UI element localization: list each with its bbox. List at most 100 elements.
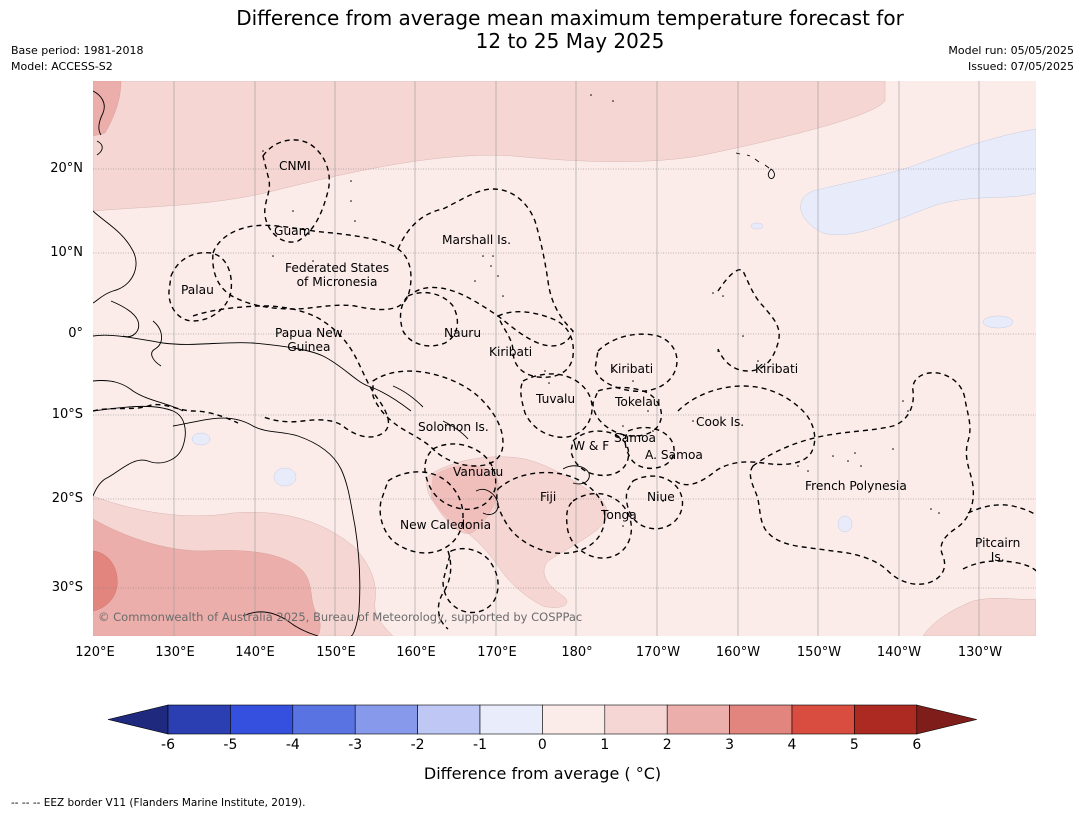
- label-niue: Niue: [647, 490, 675, 504]
- eez-wallis-futuna: [570, 430, 630, 477]
- lon-label-170w: 170°W: [635, 645, 681, 660]
- eez-pitcairn: [967, 504, 1036, 517]
- colorbar-segment: [230, 704, 294, 735]
- lon-label-140w: 140°W: [876, 645, 922, 660]
- colorbar-tick-label: 6: [912, 737, 922, 753]
- label-american-samoa: A. Samoa: [645, 448, 703, 462]
- eez-solomon: [372, 370, 504, 467]
- colorbar-tick-label: -2: [410, 737, 425, 753]
- colorbar-segment: [417, 704, 481, 735]
- label-marshall: Marshall Is.: [442, 233, 512, 247]
- colorbar-tick-label: -5: [223, 737, 238, 753]
- eez-tuvalu: [520, 373, 593, 438]
- colorbar-extend-low: [107, 704, 169, 735]
- label-fsm: Federated States of Micronesia: [285, 261, 389, 289]
- colorbar-segment: [604, 704, 668, 735]
- anomaly-neg-northeast: [800, 128, 1036, 236]
- colorbar-tick-label: 1: [600, 737, 610, 753]
- label-png-line2: Guinea: [287, 340, 331, 354]
- hawaii-islands: [735, 152, 775, 179]
- eez-legend-note: -- -- -- EEZ border V11 (Flanders Marine…: [11, 797, 306, 809]
- colorbar-tick-label: -3: [348, 737, 363, 753]
- lat-label-20n: 20°N: [50, 161, 83, 176]
- colorbar-tick-label: 3: [725, 737, 735, 753]
- meta-right: Model run: 05/05/2025 Issued: 07/05/2025: [948, 43, 1074, 75]
- colorbar: [107, 704, 977, 735]
- colorbar-segment: [292, 704, 356, 735]
- label-samoa: Samoa: [614, 431, 657, 445]
- base-period: Base period: 1981-2018: [11, 44, 144, 57]
- lon-label-160w: 160°W: [715, 645, 761, 660]
- lon-label-150e: 150°E: [316, 645, 356, 660]
- eez-tokelau: [592, 386, 663, 437]
- meta-left: Base period: 1981-2018 Model: ACCESS-S2: [11, 43, 143, 75]
- anomaly-3-4-southwest: [93, 550, 118, 612]
- label-fsm-line2: of Micronesia: [296, 275, 378, 289]
- colorbar-tick-label: 0: [537, 737, 547, 753]
- label-fsm-line1: Federated States: [285, 261, 390, 275]
- label-tokelau: Tokelau: [615, 395, 661, 409]
- eez-kiribati-phoenix: [594, 333, 678, 393]
- label-solomon: Solomon Is.: [418, 420, 489, 434]
- eez-palau: [168, 252, 233, 322]
- atolls: [262, 94, 940, 527]
- label-pitcairn-line2: Is.: [990, 550, 1005, 564]
- copyright-note: © Commonwealth of Australia 2025, Bureau…: [98, 610, 583, 624]
- eez-kiribati-line: [717, 269, 780, 372]
- label-tonga: Tonga: [601, 508, 637, 522]
- label-cook: Cook Is.: [696, 415, 745, 429]
- eez-vanuatu: [424, 443, 497, 510]
- lon-label-140e: 140°E: [235, 645, 275, 660]
- label-french-polynesia: French Polynesia: [805, 479, 907, 493]
- lon-label-150w: 150°W: [796, 645, 842, 660]
- model-name: Model: ACCESS-S2: [11, 60, 113, 73]
- label-nauru: Nauru: [444, 326, 482, 340]
- colorbar-tick-label: -6: [161, 737, 175, 753]
- forecast-map: CNMI Guam Marshall Is. Federated States …: [93, 81, 1036, 636]
- eez-australia-east: [437, 550, 452, 630]
- label-guam: Guam: [274, 224, 311, 238]
- anomaly-2-3-southwest: [93, 518, 321, 636]
- anomaly-neg-spot-4: [837, 515, 853, 533]
- label-kiribati-central: Kiribati: [610, 362, 654, 376]
- colorbar-tick-label: 4: [787, 737, 797, 753]
- colorbar-segment: [729, 704, 793, 735]
- lon-label-160e: 160°E: [396, 645, 436, 660]
- eez-samoa: [624, 426, 675, 470]
- lat-label-20s: 20°S: [51, 491, 83, 506]
- eez-cook: [672, 385, 816, 486]
- anomaly-1-2-north: [93, 81, 886, 212]
- colorbar-title: Difference from average ( °C): [423, 764, 662, 783]
- label-vanuatu: Vanuatu: [453, 465, 504, 479]
- eez-borders: [93, 139, 1036, 630]
- coastlines: [93, 90, 590, 636]
- colorbar-segment: [791, 704, 855, 735]
- label-png-line1: Papua New: [275, 326, 343, 340]
- eez-new-caledonia: [379, 471, 464, 554]
- map-canvas: [93, 81, 1036, 636]
- eez-australia-north: [93, 403, 239, 424]
- colorbar-tick-label: 5: [849, 737, 859, 753]
- eez-kiribati-gilbert: [497, 311, 575, 378]
- anomaly-neg-spot-2: [273, 467, 297, 487]
- label-tuvalu: Tuvalu: [536, 392, 576, 406]
- model-run: Model run: 05/05/2025: [948, 44, 1074, 57]
- eez-kermadec: [442, 547, 499, 614]
- colorbar-segment: [167, 704, 231, 735]
- anomaly-neg-spot-5: [750, 222, 764, 230]
- label-palau: Palau: [181, 283, 214, 297]
- lat-label-10s: 10°S: [51, 407, 83, 422]
- parallels: [93, 168, 1036, 589]
- colorbar-segment: [666, 704, 730, 735]
- colorbar-segment: [854, 704, 918, 735]
- colorbar-segment: [479, 704, 543, 735]
- issued-date: Issued: 07/05/2025: [967, 60, 1074, 73]
- eez-cnmi: [262, 139, 330, 243]
- lat-label-10n: 10°N: [50, 245, 83, 260]
- eez-fiji: [496, 471, 606, 555]
- colorbar-tick-label: -1: [473, 737, 487, 753]
- eez-niue: [625, 475, 684, 530]
- label-new-caledonia: New Caledonia: [400, 518, 492, 532]
- label-png: Papua New Guinea: [275, 326, 343, 354]
- label-pitcairn-line1: Pitcairn: [975, 536, 1021, 550]
